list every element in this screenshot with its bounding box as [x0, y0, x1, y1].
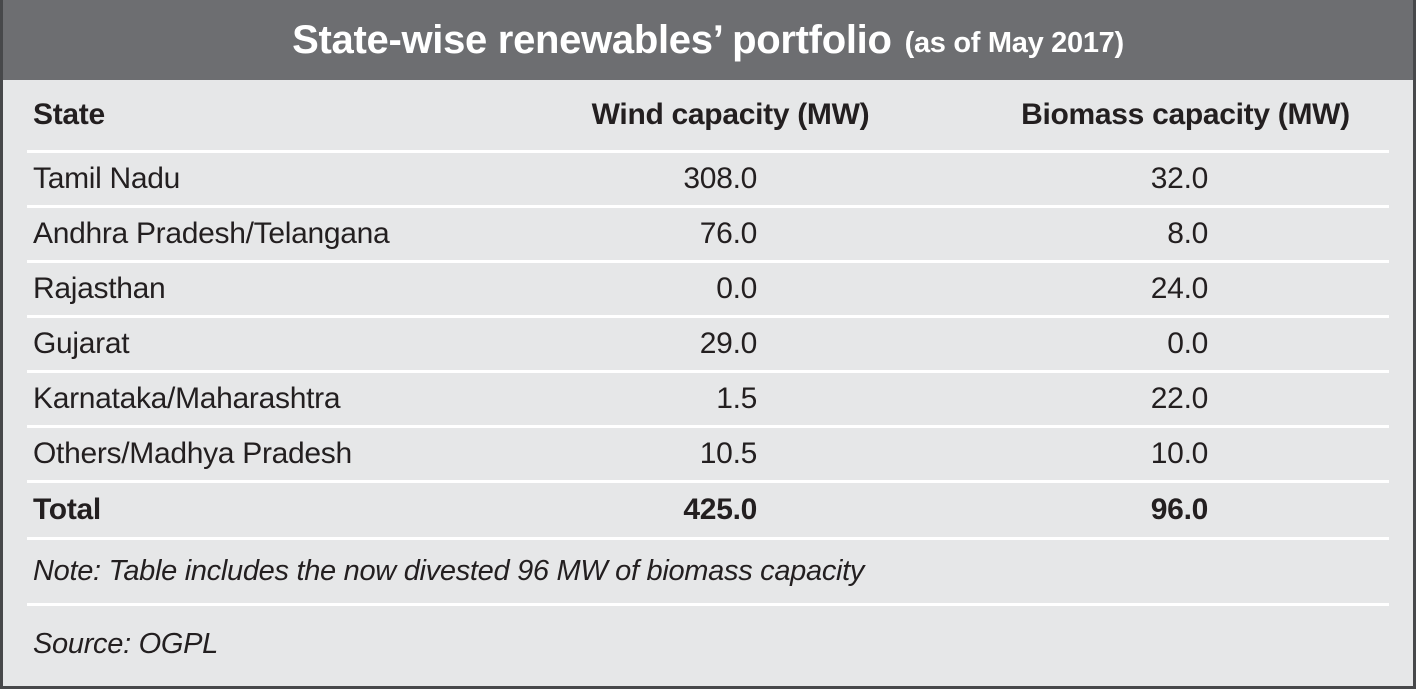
total-wind-capacity: 425.0	[683, 493, 757, 526]
total-label: Total	[33, 493, 101, 526]
cell-biomass-capacity: 32.0	[1150, 162, 1209, 195]
row-separator	[27, 425, 1389, 428]
table-row: Others/Madhya Pradesh 10.5 10.0	[3, 428, 1413, 480]
row-separator	[27, 537, 1389, 540]
row-separator	[27, 205, 1389, 208]
source-text: Source: OGPL	[33, 628, 218, 660]
table-row: Gujarat 29.0 0.0	[3, 318, 1413, 370]
column-header-state: State	[33, 98, 105, 131]
cell-biomass-capacity: 10.0	[1150, 437, 1209, 470]
table-row: Rajasthan 0.0 24.0	[3, 263, 1413, 315]
column-header-wind-capacity: Wind capacity (MW)	[591, 98, 870, 131]
table-body: Tamil Nadu 308.0 32.0 Andhra Pradesh/Tel…	[3, 153, 1413, 483]
note-row: Note: Table includes the now divested 96…	[3, 540, 1413, 603]
cell-wind-capacity: 29.0	[699, 327, 758, 360]
cell-biomass-capacity: 0.0	[1167, 327, 1208, 360]
source-row: Source: OGPL	[3, 606, 1413, 683]
row-separator	[27, 150, 1389, 153]
table-row: Andhra Pradesh/Telangana 76.0 8.0	[3, 208, 1413, 260]
row-separator	[27, 480, 1389, 483]
cell-wind-capacity: 0.0	[716, 272, 757, 305]
cell-wind-capacity: 10.5	[699, 437, 758, 470]
cell-state: Rajasthan	[33, 272, 166, 305]
figure-title-date-suffix: (as of May 2017)	[904, 26, 1125, 59]
cell-state: Karnataka/Maharashtra	[33, 382, 341, 415]
cell-biomass-capacity: 8.0	[1167, 217, 1208, 250]
cell-state: Gujarat	[33, 327, 130, 360]
table-row: Karnataka/Maharashtra 1.5 22.0	[3, 373, 1413, 425]
cell-wind-capacity: 76.0	[699, 217, 758, 250]
cell-state: Andhra Pradesh/Telangana	[33, 217, 390, 250]
table-row: Tamil Nadu 308.0 32.0	[3, 153, 1413, 205]
table-total-row: Total 425.0 96.0	[3, 483, 1413, 537]
row-separator	[27, 370, 1389, 373]
cell-state: Others/Madhya Pradesh	[33, 437, 352, 470]
note-text: Note: Table includes the now divested 96…	[33, 555, 865, 587]
figure-title: State-wise renewables’ portfolio	[292, 17, 892, 62]
cell-wind-capacity: 308.0	[683, 162, 757, 195]
total-biomass-capacity: 96.0	[1150, 493, 1209, 526]
row-separator	[27, 603, 1389, 606]
table-header-row: State Wind capacity (MW) Biomass capacit…	[3, 80, 1413, 150]
cell-state: Tamil Nadu	[33, 162, 181, 195]
row-separator	[27, 315, 1389, 318]
column-header-biomass-capacity: Biomass capacity (MW)	[1021, 98, 1350, 131]
cell-biomass-capacity: 22.0	[1150, 382, 1209, 415]
figure-title-band: State-wise renewables’ portfolio (as of …	[3, 0, 1413, 80]
cell-biomass-capacity: 24.0	[1150, 272, 1209, 305]
cell-wind-capacity: 1.5	[716, 382, 757, 415]
row-separator	[27, 260, 1389, 263]
